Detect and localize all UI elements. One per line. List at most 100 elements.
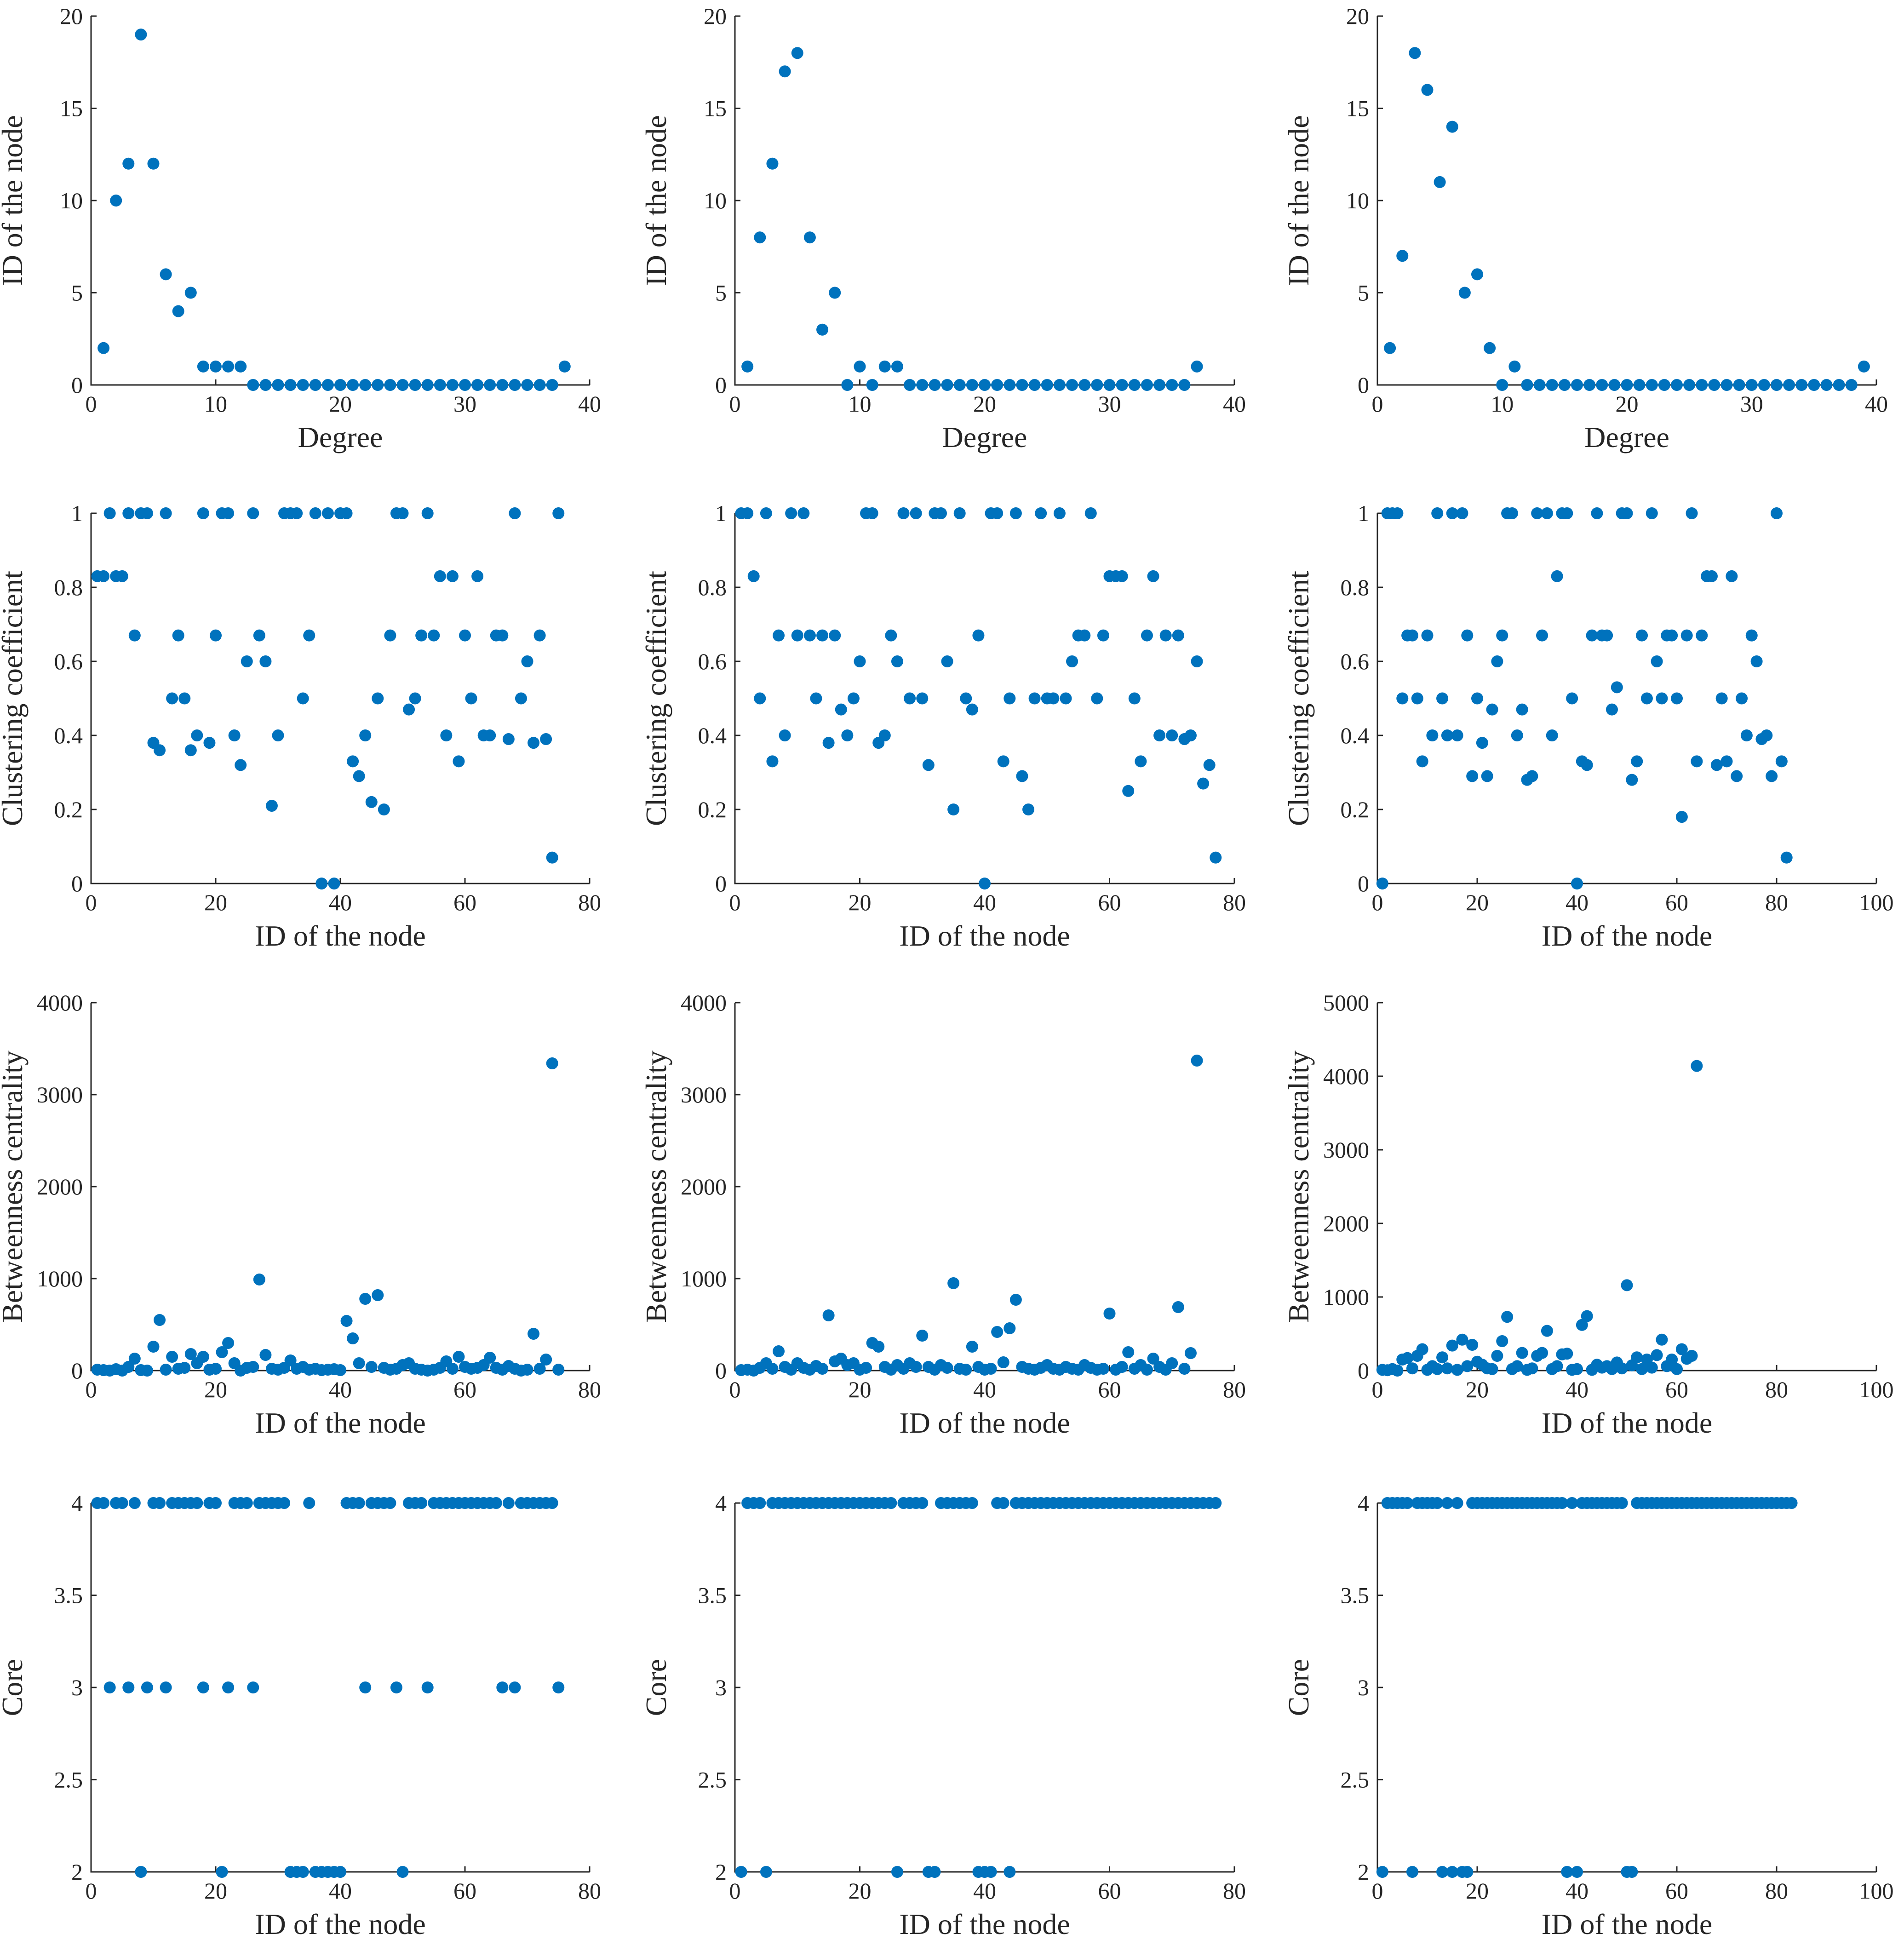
data-point (1446, 1339, 1458, 1352)
data-point (210, 1497, 222, 1509)
x-tick-label: 0 (86, 391, 97, 417)
data-point (904, 692, 916, 705)
data-point (1691, 755, 1703, 768)
data-point (1436, 1866, 1449, 1878)
data-point (1391, 507, 1404, 519)
data-point (154, 1497, 166, 1509)
data-point (372, 692, 384, 705)
scatter-panel-4-1: 0 20 40 60 80 2 2.5 3 3.5 4 ID of the node Core (0, 1490, 601, 1940)
data-point (521, 1364, 533, 1376)
data-point (384, 629, 396, 642)
data-point (1128, 379, 1141, 391)
data-point (1521, 379, 1533, 391)
x-tick-label: 80 (1765, 1878, 1788, 1904)
x-tick-label: 60 (453, 1377, 476, 1402)
data-point (979, 379, 991, 391)
x-tick-label: 30 (1740, 391, 1763, 417)
x-tick-label: 20 (849, 1377, 872, 1402)
y-tick-label: 0 (1358, 372, 1369, 398)
data-point (1558, 379, 1571, 391)
data-point (315, 878, 328, 889)
y-tick-label: 0.2 (54, 797, 83, 822)
x-tick-label: 0 (1372, 889, 1383, 915)
data-point (1376, 1866, 1388, 1878)
data-point (272, 379, 284, 391)
data-point (916, 692, 929, 705)
data-point (528, 737, 540, 749)
data-point (1476, 737, 1488, 749)
data-point (372, 1289, 384, 1301)
data-point (122, 1681, 135, 1693)
data-point (779, 65, 791, 78)
data-point (1406, 1362, 1418, 1375)
data-point (540, 733, 552, 746)
data-point (1581, 759, 1593, 771)
data-point (328, 878, 340, 889)
y-tick-label: 2 (1358, 1859, 1369, 1885)
data-point (1546, 729, 1558, 741)
data-point (1705, 570, 1718, 582)
data-point (533, 379, 546, 391)
data-point (1621, 1279, 1633, 1291)
data-point (1671, 692, 1683, 705)
data-point (353, 770, 365, 782)
x-tick-label: 40 (329, 1377, 352, 1402)
data-point (1671, 1363, 1683, 1375)
data-point (1686, 1350, 1698, 1362)
data-point (1858, 360, 1870, 373)
data-point (1708, 379, 1720, 391)
x-tick-label: 40 (973, 1377, 996, 1402)
data-point (1508, 360, 1521, 373)
data-point (197, 360, 209, 373)
data-point (966, 1341, 978, 1353)
data-point (791, 47, 803, 59)
data-point (340, 507, 353, 519)
y-tick-label: 3 (1358, 1675, 1369, 1700)
data-point (1446, 1866, 1458, 1878)
data-point (1466, 770, 1479, 782)
data-point (1436, 1351, 1449, 1364)
data-point (922, 759, 935, 771)
y-tick-label: 15 (704, 96, 727, 121)
data-point (178, 1362, 191, 1374)
scatter-panel-4-2: 0 20 40 60 80 2 2.5 3 3.5 4 ID of the node Core (640, 1490, 1246, 1940)
data-point (1506, 507, 1518, 519)
data-point (1808, 379, 1820, 391)
data-point (1116, 379, 1128, 391)
data-point (1671, 379, 1683, 391)
data-point (1586, 629, 1598, 642)
data-point (1456, 507, 1468, 519)
scatter-panel-1-2: 0 10 20 30 40 0 5 10 15 20 Degree ID of the node (640, 3, 1246, 453)
data-point (916, 379, 929, 391)
data-point (1621, 379, 1633, 391)
data-point (303, 629, 315, 642)
data-point (1416, 1343, 1428, 1355)
data-point (540, 1354, 552, 1366)
data-point (253, 629, 265, 642)
data-point (1141, 629, 1153, 642)
data-point (97, 570, 110, 582)
y-tick-label: 1000 (37, 1266, 83, 1291)
x-tick-label: 0 (729, 1377, 741, 1402)
data-point (1566, 1497, 1578, 1509)
data-point (97, 1497, 110, 1509)
data-point (147, 1341, 160, 1353)
data-point (184, 1348, 197, 1360)
data-point (1009, 507, 1022, 519)
data-point (1658, 379, 1670, 391)
data-point (1396, 692, 1409, 705)
data-point (1009, 1294, 1022, 1306)
data-point (829, 629, 841, 642)
y-tick-label: 0 (1358, 871, 1369, 896)
data-point (359, 1293, 372, 1305)
data-point (878, 360, 891, 373)
data-point (509, 507, 521, 519)
data-point (1210, 1497, 1222, 1509)
data-point (1486, 703, 1498, 716)
data-point (1401, 1497, 1414, 1509)
data-point (446, 570, 459, 582)
data-point (247, 1361, 259, 1373)
y-axis-label: Core (1282, 1659, 1315, 1716)
y-tick-label: 3000 (681, 1082, 727, 1107)
data-point (552, 1681, 565, 1693)
